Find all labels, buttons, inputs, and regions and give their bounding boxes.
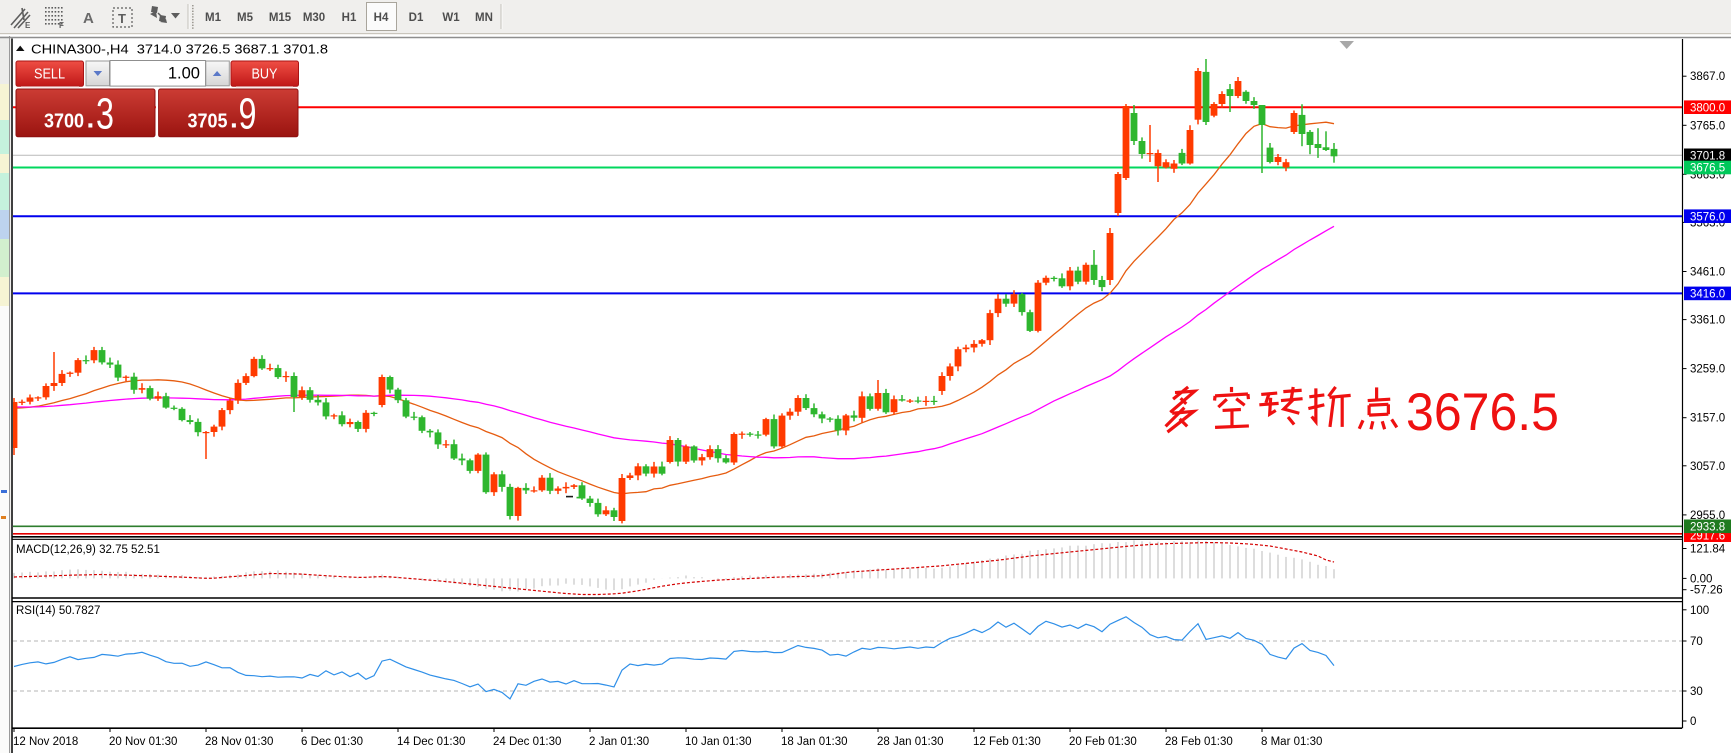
svg-text:H1: H1 (342, 12, 357, 24)
svg-text:RSI(14) 50.7827: RSI(14) 50.7827 (16, 605, 100, 617)
svg-text:2 Jan 01:30: 2 Jan 01:30 (589, 736, 649, 748)
svg-text:100: 100 (1690, 605, 1709, 617)
svg-text:0: 0 (1690, 716, 1696, 728)
svg-text:MACD(12,26,9) 32.75 52.51: MACD(12,26,9) 32.75 52.51 (16, 544, 160, 556)
svg-text:H4: H4 (374, 12, 389, 24)
svg-text:3576.0: 3576.0 (1690, 211, 1725, 223)
svg-text:M1: M1 (205, 12, 222, 24)
svg-text:3700: 3700 (44, 111, 84, 133)
svg-text:MN: MN (475, 12, 493, 24)
svg-text:2917.6: 2917.6 (1690, 530, 1725, 542)
svg-text:20 Nov 01:30: 20 Nov 01:30 (109, 736, 177, 748)
svg-text:3765.0: 3765.0 (1690, 120, 1725, 132)
svg-text:3: 3 (96, 89, 114, 138)
svg-text:2955.0: 2955.0 (1690, 510, 1725, 522)
svg-text:3800.0: 3800.0 (1690, 102, 1725, 114)
svg-text:12 Nov 2018: 12 Nov 2018 (13, 736, 78, 748)
svg-text:24 Dec 01:30: 24 Dec 01:30 (493, 736, 561, 748)
svg-text:9: 9 (239, 89, 257, 138)
svg-text:18 Jan 01:30: 18 Jan 01:30 (781, 736, 848, 748)
svg-text:3676.5: 3676.5 (1406, 383, 1559, 442)
svg-text:CHINA300-,H4 3714.0 3726.5 36: CHINA300-,H4 3714.0 3726.5 3687.1 3701.8 (31, 43, 328, 57)
svg-text:10 Jan 01:30: 10 Jan 01:30 (685, 736, 752, 748)
svg-text:1.00: 1.00 (168, 65, 200, 83)
svg-text:.: . (230, 103, 238, 134)
svg-text:D1: D1 (409, 12, 424, 24)
svg-text:E: E (25, 21, 31, 30)
svg-text:F: F (59, 21, 64, 30)
svg-text:28 Nov 01:30: 28 Nov 01:30 (205, 736, 273, 748)
svg-text:121.84: 121.84 (1690, 544, 1726, 556)
svg-text:3705: 3705 (188, 111, 228, 133)
svg-text:3676.5: 3676.5 (1690, 163, 1725, 175)
svg-text:2933.8: 2933.8 (1690, 522, 1725, 534)
svg-text:28 Feb 01:30: 28 Feb 01:30 (1165, 736, 1233, 748)
svg-text:3416.0: 3416.0 (1690, 289, 1725, 301)
svg-text:A: A (83, 10, 94, 27)
svg-text:30: 30 (1690, 686, 1703, 698)
svg-text:3057.0: 3057.0 (1690, 461, 1725, 473)
svg-text:M30: M30 (303, 12, 325, 24)
svg-text:28 Jan 01:30: 28 Jan 01:30 (877, 736, 944, 748)
svg-text:6 Dec 01:30: 6 Dec 01:30 (301, 736, 363, 748)
svg-text:20 Feb 01:30: 20 Feb 01:30 (1069, 736, 1137, 748)
svg-text:-57.26: -57.26 (1690, 585, 1723, 597)
svg-text:T: T (118, 11, 126, 26)
svg-text:M15: M15 (269, 12, 292, 24)
svg-text:8 Mar 01:30: 8 Mar 01:30 (1261, 736, 1322, 748)
svg-text:3867.0: 3867.0 (1690, 71, 1725, 83)
svg-text:SELL: SELL (34, 67, 65, 83)
svg-text:W1: W1 (442, 12, 460, 24)
svg-text:3361.0: 3361.0 (1690, 315, 1725, 327)
svg-text:12 Feb 01:30: 12 Feb 01:30 (973, 736, 1041, 748)
svg-text:.: . (87, 103, 95, 134)
svg-text:3259.0: 3259.0 (1690, 364, 1725, 376)
svg-text:BUY: BUY (252, 67, 278, 83)
svg-text:3701.8: 3701.8 (1690, 151, 1725, 163)
svg-text:0.00: 0.00 (1690, 573, 1712, 585)
svg-text:3157.0: 3157.0 (1690, 413, 1725, 425)
svg-text:M5: M5 (237, 12, 254, 24)
svg-text:14 Dec 01:30: 14 Dec 01:30 (397, 736, 465, 748)
svg-text:70: 70 (1690, 636, 1703, 648)
svg-text:3461.0: 3461.0 (1690, 267, 1725, 279)
